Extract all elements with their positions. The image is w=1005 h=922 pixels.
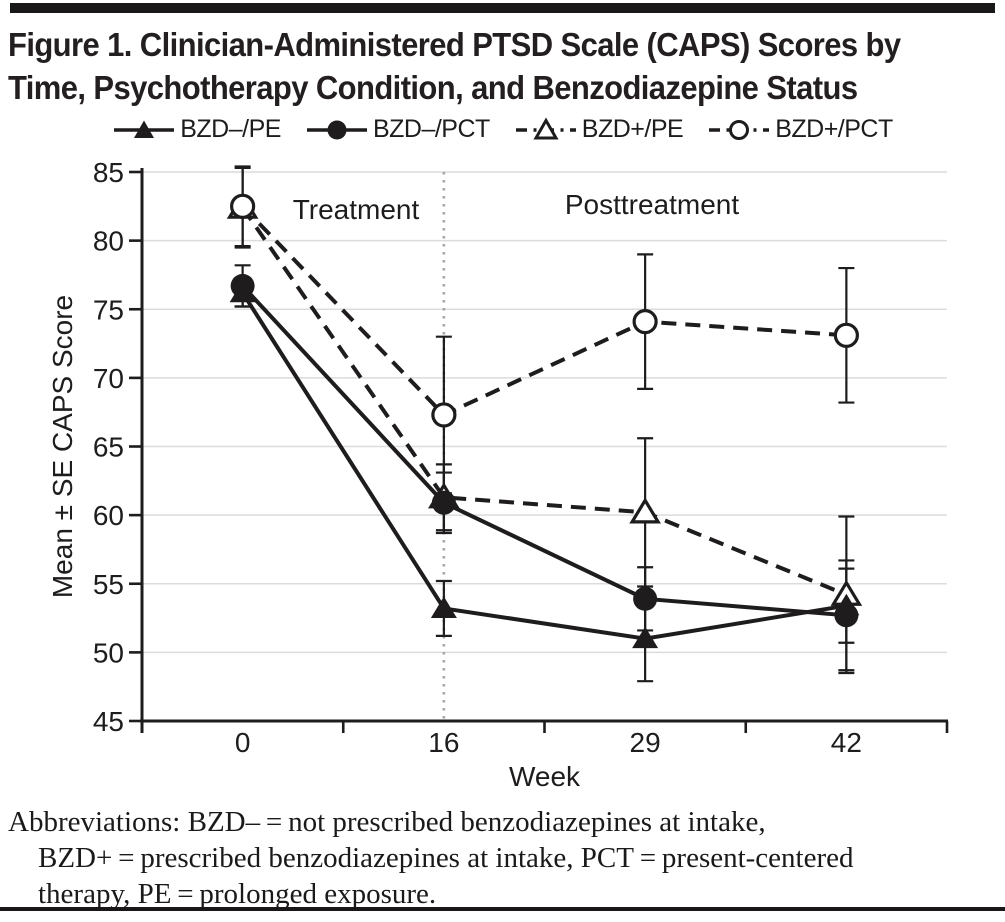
y-tick-label: 50 [93, 637, 124, 668]
top-rule [10, 3, 995, 13]
series-markers-BZD+-PCT [230, 193, 859, 428]
legend-item-BZD+-PCT: BZD+/PCT [707, 114, 893, 144]
y-axis-label: Mean ± SE CAPS Score [47, 295, 78, 598]
y-tick-label: 70 [93, 363, 124, 394]
y-tick-label: 75 [93, 294, 124, 325]
series-markers-BZD-PE [229, 280, 860, 649]
series-markers-BZD-PCT [230, 273, 859, 628]
figure-title: Figure 1. Clinician-Administered PTSD Sc… [8, 24, 998, 110]
triangle-filled-legend-icon [114, 120, 175, 138]
x-tick-label: 0 [235, 727, 251, 758]
legend-item-BZD+-PE: BZD+/PE [514, 114, 684, 144]
footnote-line-3: therapy, PE = prolonged exposure. [38, 878, 437, 910]
series-line-BZD+-PCT [241, 204, 847, 418]
chart-legend: BZD–/PE BZD–/PCT BZD+/PE BZD+/PCT [0, 114, 1005, 144]
circle-open-legend-icon [709, 120, 770, 140]
footnote-line-1: Abbreviations: BZD– = not prescribed ben… [8, 806, 766, 838]
series-line-BZD-PE [240, 291, 847, 641]
y-tick-label: 55 [93, 569, 124, 600]
bottom-rule [0, 907, 1005, 911]
y-tick-label: 80 [93, 226, 124, 257]
triangle-open-legend-icon [515, 117, 576, 140]
legend-item-label: BZD–/PE [180, 114, 281, 143]
legend-item-label: BZD–/PCT [372, 114, 490, 143]
annotation-treatment: Treatment [293, 194, 420, 225]
figure-title-line-1: Figure 1. Clinician-Administered PTSD Sc… [8, 26, 901, 64]
footnote-line-2: BZD+ = prescribed benzodiazepines at int… [38, 842, 854, 874]
x-axis-label: Week [509, 761, 581, 792]
circle-filled-legend-icon [306, 120, 367, 140]
y-tick-label: 60 [93, 500, 124, 531]
abbreviations-footnote: Abbreviations: BZD– = not prescribed ben… [8, 804, 998, 912]
series-line-BZD-PCT [241, 284, 847, 618]
legend-item-label: BZD+/PCT [775, 114, 893, 143]
series-markers-BZD+-PE [226, 192, 863, 606]
legend-item-BZD-PCT: BZD–/PCT [305, 114, 490, 144]
caps-line-chart: 45 50 55 60 65 70 75 80 85 0 16 29 42 Week Mean ± SE C… [47, 157, 949, 792]
x-tick-label: 16 [428, 727, 459, 758]
figure-title-line-2: Time, Psychotherapy Condition, and Benzo… [8, 68, 858, 107]
x-tick-label: 29 [630, 727, 661, 758]
legend-item-label: BZD+/PE [581, 114, 684, 143]
legend-item-BZD-PE: BZD–/PE [112, 114, 281, 144]
y-tick-label: 85 [93, 157, 124, 188]
annotation-posttreatment: Posttreatment [565, 189, 740, 220]
y-tick-label: 65 [93, 432, 124, 463]
y-tick-label: 45 [93, 706, 124, 737]
series-line-BZD+-PE [240, 206, 848, 597]
x-tick-label: 42 [831, 727, 862, 758]
